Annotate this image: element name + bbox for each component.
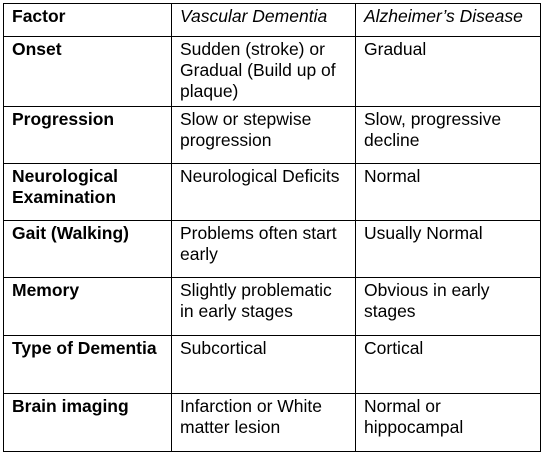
alzheimers-cell: Obvious in early stages bbox=[355, 277, 541, 336]
row-label: Neurological Examination bbox=[3, 163, 172, 221]
vascular-cell: Sudden (stroke) or Gradual (Build up of … bbox=[171, 36, 356, 107]
header-factor: Factor bbox=[3, 3, 172, 37]
row-label: Brain imaging bbox=[3, 393, 172, 452]
vascular-cell: Subcortical bbox=[171, 335, 356, 394]
table-row: Neurological Examination Neurological De… bbox=[3, 163, 541, 221]
row-label: Memory bbox=[3, 277, 172, 336]
vascular-cell: Slightly problematic in early stages bbox=[171, 277, 356, 336]
table-row: Progression Slow or stepwise progression… bbox=[3, 106, 541, 164]
table-row: Brain imaging Infarction or White matter… bbox=[3, 393, 541, 452]
alzheimers-cell: Usually Normal bbox=[355, 220, 541, 278]
row-label: Type of Dementia bbox=[3, 335, 172, 394]
vascular-cell: Neurological Deficits bbox=[171, 163, 356, 221]
table-row: Onset Sudden (stroke) or Gradual (Build … bbox=[3, 36, 541, 107]
alzheimers-cell: Gradual bbox=[355, 36, 541, 107]
table-row: Gait (Walking) Problems often start earl… bbox=[3, 220, 541, 278]
row-label: Progression bbox=[3, 106, 172, 164]
vascular-cell: Problems often start early bbox=[171, 220, 356, 278]
row-label: Onset bbox=[3, 36, 172, 107]
header-vascular-dementia: Vascular Dementia bbox=[171, 3, 356, 37]
alzheimers-cell: Normal bbox=[355, 163, 541, 221]
row-label: Gait (Walking) bbox=[3, 220, 172, 278]
table-row: Type of Dementia Subcortical Cortical bbox=[3, 335, 541, 394]
document-page: Factor Vascular Dementia Alzheimer’s Dis… bbox=[3, 3, 541, 452]
header-alzheimers-disease: Alzheimer’s Disease bbox=[355, 3, 541, 37]
alzheimers-cell: Slow, progressive decline bbox=[355, 106, 541, 164]
vascular-cell: Slow or stepwise progression bbox=[171, 106, 356, 164]
table-row: Memory Slightly problematic in early sta… bbox=[3, 277, 541, 336]
header-row: Factor Vascular Dementia Alzheimer’s Dis… bbox=[3, 3, 541, 37]
vascular-cell: Infarction or White matter lesion bbox=[171, 393, 356, 452]
alzheimers-cell: Cortical bbox=[355, 335, 541, 394]
alzheimers-cell: Normal or hippocampal bbox=[355, 393, 541, 452]
comparison-table: Factor Vascular Dementia Alzheimer’s Dis… bbox=[3, 3, 541, 452]
